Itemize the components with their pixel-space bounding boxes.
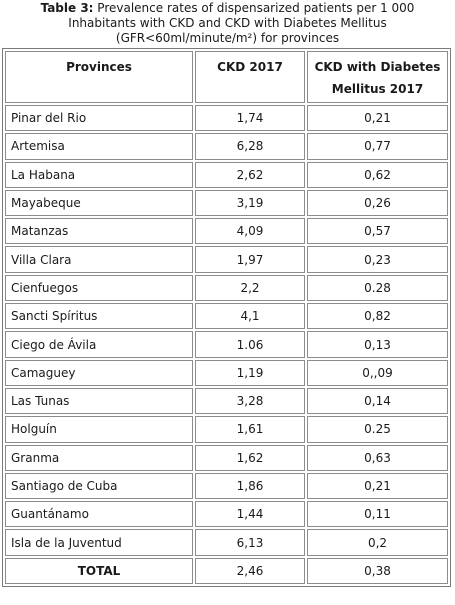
ckd-dm-cell: 0,77 xyxy=(307,133,448,160)
table-row: Granma 1,62 0,63 xyxy=(5,444,448,471)
province-cell: Artemisa xyxy=(5,133,193,160)
header-row: Provinces CKD 2017 CKD with Diabetes Mel… xyxy=(5,51,448,103)
province-cell: Cienfuegos xyxy=(5,274,193,302)
province-cell: Mayabeque xyxy=(5,189,193,217)
ckd-dm-cell: 0,21 xyxy=(307,472,448,500)
ckd-dm-cell: 0,82 xyxy=(307,303,448,330)
table-row: Las Tunas 3,28 0,14 xyxy=(5,387,448,415)
ckd-dm-cell: 0,63 xyxy=(307,444,448,471)
table-row: Sancti Spíritus 4,1 0,82 xyxy=(5,303,448,330)
total-ckd-cell: 2,46 xyxy=(195,557,305,585)
province-cell: La Habana xyxy=(5,161,193,188)
ckd-cell: 4,09 xyxy=(195,218,305,245)
header-provinces: Provinces xyxy=(5,51,193,103)
ckd-cell: 2,2 xyxy=(195,274,305,302)
province-cell: Matanzas xyxy=(5,218,193,245)
province-cell: Ciego de Ávila xyxy=(5,331,193,358)
header-ckd-dm-2017: CKD with Diabetes Mellitus 2017 xyxy=(307,51,448,103)
ckd-cell: 1,62 xyxy=(195,444,305,471)
table-row: Santiago de Cuba 1,86 0,21 xyxy=(5,472,448,500)
province-cell: Camaguey xyxy=(5,359,193,386)
ckd-dm-cell: 0,26 xyxy=(307,189,448,217)
table-row: Holguín 1,61 0.25 xyxy=(5,416,448,443)
ckd-cell: 1,97 xyxy=(195,246,305,273)
province-cell: Isla de la Juventud xyxy=(5,529,193,556)
ckd-cell: 3,28 xyxy=(195,387,305,415)
table-caption: Table 3: Prevalence rates of dispensariz… xyxy=(0,0,455,48)
province-cell: Sancti Spíritus xyxy=(5,303,193,330)
ckd-cell: 3,19 xyxy=(195,189,305,217)
province-cell: Granma xyxy=(5,444,193,471)
caption-line-1: Prevalence rates of dispensarized patien… xyxy=(97,1,415,15)
table-row: Camaguey 1,19 0,,09 xyxy=(5,359,448,386)
table-row: Isla de la Juventud 6,13 0,2 xyxy=(5,529,448,556)
ckd-dm-cell: 0,2 xyxy=(307,529,448,556)
ckd-dm-cell: 0.25 xyxy=(307,416,448,443)
ckd-cell: 6,28 xyxy=(195,133,305,160)
ckd-cell: 1,19 xyxy=(195,359,305,386)
total-ckd-dm-cell: 0,38 xyxy=(307,557,448,585)
ckd-dm-cell: 0,62 xyxy=(307,161,448,188)
table-row: La Habana 2,62 0,62 xyxy=(5,161,448,188)
ckd-dm-cell: 0,57 xyxy=(307,218,448,245)
ckd-cell: 1,86 xyxy=(195,472,305,500)
ckd-dm-cell: 0,11 xyxy=(307,501,448,528)
ckd-cell: 6,13 xyxy=(195,529,305,556)
ckd-dm-cell: 0,13 xyxy=(307,331,448,358)
header-ckd-dm-line-2: Mellitus 2017 xyxy=(331,82,424,96)
prevalence-table: Provinces CKD 2017 CKD with Diabetes Mel… xyxy=(2,48,451,588)
province-cell: Las Tunas xyxy=(5,387,193,415)
province-cell: Holguín xyxy=(5,416,193,443)
ckd-cell: 1.06 xyxy=(195,331,305,358)
caption-label: Table 3: xyxy=(40,1,94,15)
header-ckd-2017: CKD 2017 xyxy=(195,51,305,103)
table-row: Pinar del Rio 1,74 0,21 xyxy=(5,105,448,132)
table-row: Guantánamo 1,44 0,11 xyxy=(5,501,448,528)
total-label: TOTAL xyxy=(5,557,193,585)
caption-line-2: Inhabitants with CKD and CKD with Diabet… xyxy=(68,16,387,30)
table-row: Ciego de Ávila 1.06 0,13 xyxy=(5,331,448,358)
ckd-cell: 1,44 xyxy=(195,501,305,528)
table-row: Matanzas 4,09 0,57 xyxy=(5,218,448,245)
ckd-dm-cell: 0.28 xyxy=(307,274,448,302)
table-row: Villa Clara 1,97 0,23 xyxy=(5,246,448,273)
ckd-dm-cell: 0,23 xyxy=(307,246,448,273)
table-row: Artemisa 6,28 0,77 xyxy=(5,133,448,160)
caption-line-3: (GFR<60ml/minute/m²) for provinces xyxy=(115,31,340,45)
ckd-dm-cell: 0,14 xyxy=(307,387,448,415)
total-row: TOTAL 2,46 0,38 xyxy=(5,557,448,585)
table-row: Mayabeque 3,19 0,26 xyxy=(5,189,448,217)
ckd-cell: 2,62 xyxy=(195,161,305,188)
header-ckd-dm-line-1: CKD with Diabetes xyxy=(314,60,441,74)
table-row: Cienfuegos 2,2 0.28 xyxy=(5,274,448,302)
province-cell: Santiago de Cuba xyxy=(5,472,193,500)
ckd-dm-cell: 0,21 xyxy=(307,105,448,132)
province-cell: Pinar del Rio xyxy=(5,105,193,132)
ckd-cell: 1,61 xyxy=(195,416,305,443)
province-cell: Villa Clara xyxy=(5,246,193,273)
province-cell: Guantánamo xyxy=(5,501,193,528)
ckd-cell: 1,74 xyxy=(195,105,305,132)
ckd-cell: 4,1 xyxy=(195,303,305,330)
ckd-dm-cell: 0,,09 xyxy=(307,359,448,386)
